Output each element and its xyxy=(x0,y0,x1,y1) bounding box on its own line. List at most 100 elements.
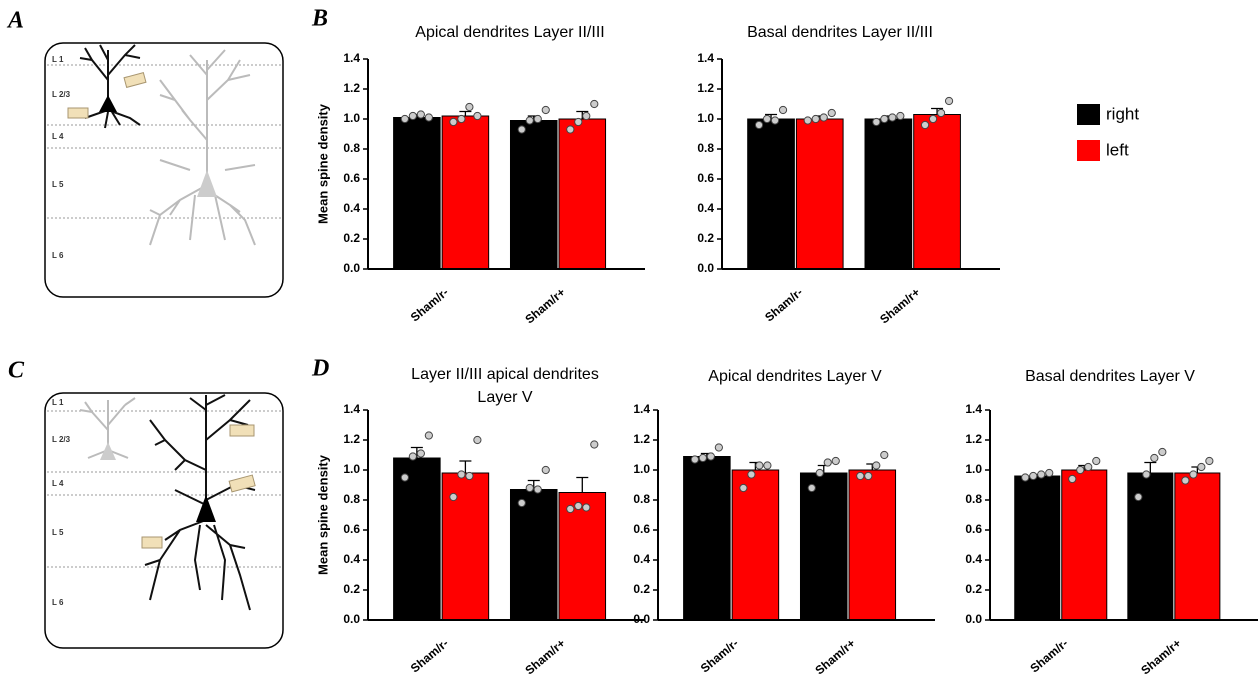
legend-label: left xyxy=(1106,140,1129,159)
data-point xyxy=(928,114,938,124)
data-point xyxy=(400,473,409,482)
chart-title: Apical dendrites Layer II/III xyxy=(415,24,604,41)
data-point xyxy=(827,108,836,118)
data-point xyxy=(590,99,599,109)
layer-label: L 1 xyxy=(52,55,64,64)
data-point xyxy=(762,114,772,124)
y-tick-label: 0.8 xyxy=(697,141,714,155)
y-tick-label: 1.4 xyxy=(965,402,982,416)
bar xyxy=(1127,472,1174,621)
layer-label: L 6 xyxy=(52,598,64,607)
data-point xyxy=(880,450,889,460)
data-point xyxy=(574,501,583,511)
legend-swatch xyxy=(1077,104,1100,125)
soma xyxy=(197,170,217,197)
soma xyxy=(196,495,216,522)
bar xyxy=(393,457,441,621)
bar xyxy=(441,115,490,270)
data-point xyxy=(803,116,812,125)
data-point xyxy=(590,440,599,449)
data-point xyxy=(408,452,417,461)
data-point xyxy=(424,431,433,440)
data-point xyxy=(457,470,466,479)
legend-swatch xyxy=(1077,140,1100,161)
chart-title: Apical dendrites Layer V xyxy=(708,368,882,385)
data-point xyxy=(690,455,699,464)
x-tick-label: Sham/r+ xyxy=(522,285,568,326)
y-tick-label: 0.0 xyxy=(343,261,360,275)
y-tick-label: 1.2 xyxy=(965,432,982,446)
y-tick-label: 1.4 xyxy=(343,51,360,65)
y-tick-label: 0.0 xyxy=(633,612,650,626)
y-tick-label: 0.6 xyxy=(343,522,360,536)
data-point xyxy=(574,117,583,127)
y-tick-label: 1.2 xyxy=(633,432,650,446)
bar xyxy=(393,117,441,270)
soma xyxy=(100,442,116,460)
data-point xyxy=(1029,471,1038,481)
y-tick-label: 1.0 xyxy=(343,462,360,476)
data-point xyxy=(778,105,788,115)
chart-title: Layer II/III apical dendrites xyxy=(411,366,599,383)
legend-label: right xyxy=(1106,104,1139,123)
neuron-dark xyxy=(79,44,141,129)
neuron-grey xyxy=(149,49,256,246)
bar xyxy=(1174,472,1221,621)
data-point xyxy=(819,113,828,122)
x-tick-label: Sham/r+ xyxy=(1138,636,1184,677)
data-point xyxy=(541,105,550,115)
chart: Layer II/III apical dendrites Layer V Mean… xyxy=(315,366,645,677)
bar xyxy=(509,489,558,621)
data-point xyxy=(533,485,542,494)
bar xyxy=(848,469,897,621)
y-tick-label: 0.0 xyxy=(343,612,360,626)
inset xyxy=(123,71,147,89)
bar xyxy=(747,118,795,270)
data-point xyxy=(1205,456,1214,466)
chart: Basal dendrites Layer V Sham/r- Sham/r+ 0.0… xyxy=(965,368,1258,677)
data-point xyxy=(465,102,474,112)
data-point xyxy=(920,120,930,130)
y-tick-label: 0.0 xyxy=(697,261,714,275)
neuron-grey xyxy=(79,397,136,459)
data-point xyxy=(1197,462,1206,472)
bar xyxy=(731,469,780,621)
y-tick-label: 1.0 xyxy=(697,111,714,125)
y-axis-label: Mean spine density xyxy=(315,103,330,224)
bar xyxy=(795,118,844,270)
data-point xyxy=(473,111,482,121)
y-tick-label: 1.0 xyxy=(633,462,650,476)
inset xyxy=(67,107,89,119)
data-point xyxy=(1142,470,1151,479)
data-point xyxy=(770,116,780,125)
diagram-frame xyxy=(44,42,284,298)
y-tick-label: 0.6 xyxy=(697,171,714,185)
y-tick-label: 1.4 xyxy=(633,402,650,416)
layer-label: L 5 xyxy=(52,180,64,189)
x-tick-label: Sham/r+ xyxy=(522,636,568,677)
bar xyxy=(683,456,731,621)
legend: right left xyxy=(1077,104,1139,161)
layer-label: L 6 xyxy=(52,251,64,260)
y-tick-label: 1.0 xyxy=(343,111,360,125)
data-point xyxy=(582,503,591,512)
data-point xyxy=(823,458,832,467)
y-axis-label: Mean spine density xyxy=(315,454,330,575)
panel-label: D xyxy=(311,356,329,382)
y-tick-label: 0.0 xyxy=(965,612,982,626)
panel-label: B xyxy=(311,6,328,32)
data-point xyxy=(763,461,772,470)
x-tick-label: Sham/r- xyxy=(698,636,741,675)
bar xyxy=(558,492,607,621)
y-tick-label: 0.2 xyxy=(965,582,982,596)
data-point xyxy=(541,465,550,475)
data-point xyxy=(1045,468,1054,478)
data-point xyxy=(416,449,425,458)
data-point xyxy=(525,483,534,493)
data-point xyxy=(1189,470,1198,479)
data-point xyxy=(566,504,575,514)
x-tick-label: Sham/r- xyxy=(1027,636,1070,675)
layer-label: L 1 xyxy=(52,398,64,407)
error-bar xyxy=(576,476,589,493)
bar xyxy=(441,472,490,621)
